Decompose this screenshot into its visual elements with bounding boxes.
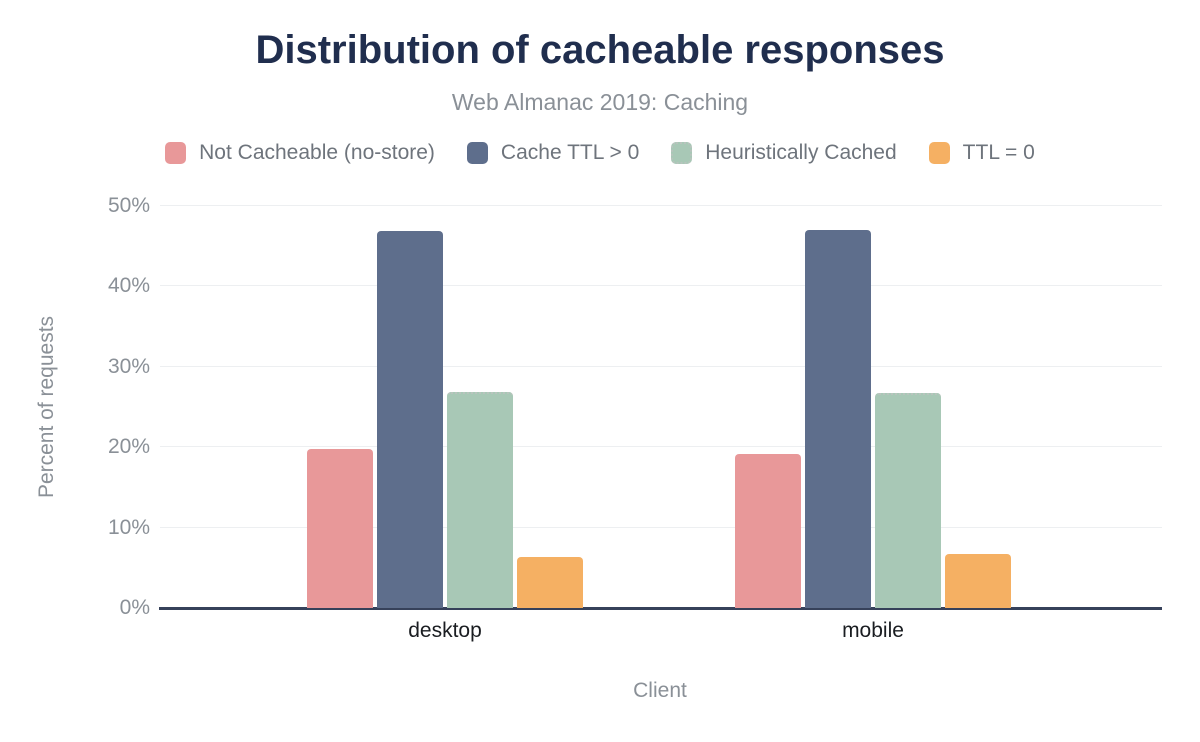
gridline: [160, 446, 1162, 448]
bar-desktop-heuristically-cached[interactable]: [447, 391, 513, 608]
y-tick-label: 50%: [107, 194, 150, 217]
bar-mobile-cache-ttl-0[interactable]: [805, 230, 871, 608]
gridline: [160, 205, 1162, 206]
legend-label: Heuristically Cached: [705, 141, 897, 164]
legend-swatch-ttl-0: [928, 142, 950, 164]
bar-desktop-not-cacheable-no-store[interactable]: [307, 448, 373, 608]
bar-desktop-cache-ttl-0[interactable]: [377, 230, 443, 608]
legend-swatch-not-cacheable-no-store: [165, 142, 187, 164]
y-axis-title: Percent of requests: [35, 315, 58, 499]
y-tick-label: 0%: [119, 596, 150, 619]
chart-title: Distribution of cacheable responses: [255, 28, 945, 72]
chart-legend: Not Cacheable (no-store) Cache TTL > 0 Heu…: [0, 141, 1200, 165]
y-tick-label: 30%: [107, 354, 150, 378]
legend-item-heuristically-cached[interactable]: Heuristically Cached: [671, 141, 897, 165]
bar-desktop-ttl-0[interactable]: [517, 557, 583, 608]
y-tick-label: 40%: [107, 274, 150, 298]
legend-swatch-cache-ttl-0: [466, 142, 488, 164]
legend-item-not-cacheable-no-store[interactable]: Not Cacheable (no-store): [165, 141, 435, 165]
x-axis-line: [159, 607, 1162, 610]
bar-group-desktop: [307, 230, 583, 608]
y-tick-label: 10%: [107, 515, 150, 539]
bar-mobile-heuristically-cached[interactable]: [875, 392, 941, 608]
legend-swatch-heuristically-cached: [671, 142, 693, 164]
gridline: [160, 285, 1162, 287]
x-category-label-desktop: desktop: [408, 619, 482, 642]
legend-item-ttl-0[interactable]: TTL = 0: [928, 141, 1035, 165]
bar-mobile-ttl-0[interactable]: [945, 554, 1011, 608]
x-category-label-mobile: mobile: [842, 619, 904, 642]
legend-label: TTL = 0: [962, 141, 1035, 164]
gridline: [160, 365, 1162, 367]
legend-item-cache-ttl-0[interactable]: Cache TTL > 0: [466, 141, 640, 165]
bar-group-mobile: [735, 230, 1011, 608]
y-tick-label: 20%: [107, 435, 150, 459]
gridline: [160, 526, 1162, 528]
legend-label: Cache TTL > 0: [500, 141, 640, 164]
bar-mobile-not-cacheable-no-store[interactable]: [735, 453, 801, 608]
legend-label: Not Cacheable (no-store): [199, 141, 435, 164]
x-axis-title: Client: [633, 679, 687, 702]
chart-subtitle: Web Almanac 2019: Caching: [451, 89, 749, 115]
